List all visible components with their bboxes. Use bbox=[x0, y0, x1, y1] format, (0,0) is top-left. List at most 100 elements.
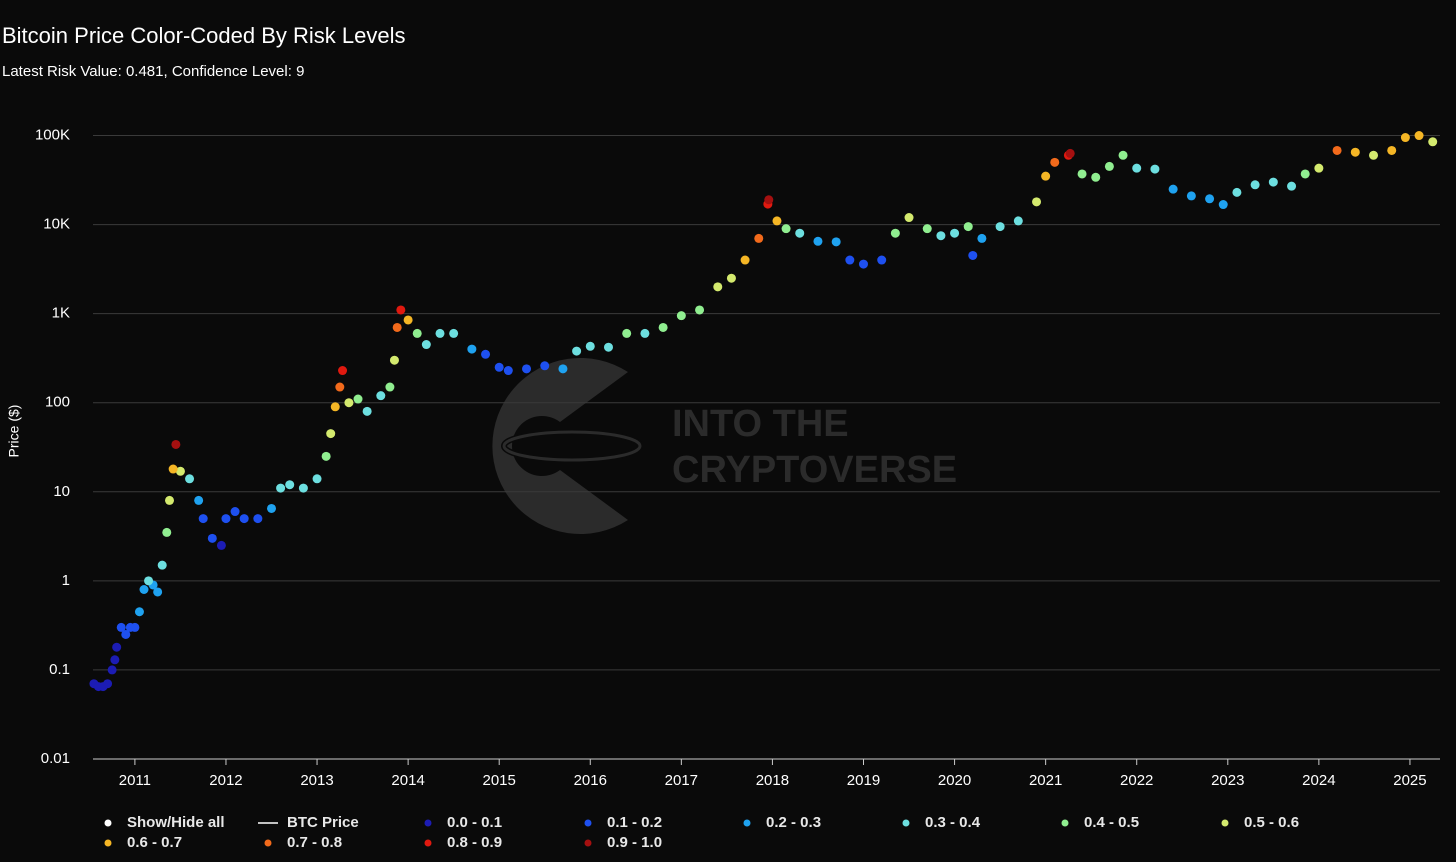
legend-label[interactable]: 0.4 - 0.5 bbox=[1084, 814, 1139, 831]
data-point bbox=[1350, 147, 1360, 157]
data-point bbox=[253, 514, 263, 524]
y-tick-label: 0.1 bbox=[49, 661, 70, 678]
x-tick-label: 2014 bbox=[391, 772, 424, 789]
legend-label[interactable]: 0.9 - 1.0 bbox=[607, 834, 662, 851]
data-point bbox=[781, 224, 791, 234]
legend-label[interactable]: 0.2 - 0.3 bbox=[766, 814, 821, 831]
data-point bbox=[772, 216, 782, 226]
data-point bbox=[230, 507, 240, 517]
data-point bbox=[713, 282, 723, 292]
data-point bbox=[198, 514, 208, 524]
chart-subtitle: Latest Risk Value: 0.481, Confidence Lev… bbox=[2, 63, 304, 80]
y-tick-label: 1 bbox=[62, 572, 70, 589]
data-point bbox=[1077, 169, 1087, 179]
x-tick-label: 2023 bbox=[1211, 772, 1244, 789]
x-tick-label: 2024 bbox=[1302, 772, 1335, 789]
data-point bbox=[1032, 197, 1042, 207]
data-point bbox=[171, 439, 181, 449]
data-point bbox=[1104, 161, 1114, 171]
data-point bbox=[312, 474, 322, 484]
data-point bbox=[1250, 180, 1260, 190]
legend-marker bbox=[584, 819, 592, 827]
legend-marker bbox=[104, 839, 112, 847]
data-point bbox=[298, 483, 308, 493]
data-point bbox=[1400, 133, 1410, 143]
data-point bbox=[1150, 164, 1160, 174]
data-point bbox=[968, 250, 978, 260]
data-point bbox=[764, 195, 774, 205]
data-point bbox=[1186, 191, 1196, 201]
data-point bbox=[216, 540, 226, 550]
data-point bbox=[494, 362, 504, 372]
data-point bbox=[622, 328, 632, 338]
data-point bbox=[153, 587, 163, 597]
legend-label[interactable]: 0.7 - 0.8 bbox=[287, 834, 342, 851]
legend-label[interactable]: 0.8 - 0.9 bbox=[447, 834, 502, 851]
data-point bbox=[995, 222, 1005, 232]
data-point bbox=[112, 642, 122, 652]
data-point bbox=[1013, 216, 1023, 226]
data-point bbox=[1287, 181, 1297, 191]
y-tick-label: 10 bbox=[53, 483, 70, 500]
data-point bbox=[175, 466, 185, 476]
data-point bbox=[904, 213, 914, 223]
x-tick-label: 2013 bbox=[300, 772, 333, 789]
legend-toggle[interactable]: Show/Hide all bbox=[127, 814, 225, 831]
x-tick-label: 2018 bbox=[756, 772, 789, 789]
data-point bbox=[572, 346, 582, 356]
data-point bbox=[795, 228, 805, 238]
data-point bbox=[522, 364, 532, 374]
data-point bbox=[540, 361, 550, 371]
data-point bbox=[754, 233, 764, 243]
y-tick-label: 10K bbox=[43, 216, 70, 233]
data-point bbox=[1314, 163, 1324, 173]
data-point bbox=[1118, 150, 1128, 160]
legend-label[interactable]: 0.3 - 0.4 bbox=[925, 814, 981, 831]
legend-label[interactable]: 0.0 - 0.1 bbox=[447, 814, 502, 831]
legend-marker bbox=[424, 819, 432, 827]
data-point bbox=[330, 402, 340, 412]
x-tick-label: 2012 bbox=[209, 772, 242, 789]
data-point bbox=[107, 665, 117, 675]
watermark: INTO THE CRYPTOVERSE bbox=[492, 358, 957, 535]
data-point bbox=[977, 233, 987, 243]
watermark-text: INTO THE bbox=[672, 403, 849, 445]
x-tick-label: 2017 bbox=[665, 772, 698, 789]
data-point bbox=[267, 503, 277, 513]
x-tick-label: 2015 bbox=[483, 772, 516, 789]
y-tick-label: 0.01 bbox=[41, 750, 70, 767]
data-point bbox=[221, 514, 231, 524]
data-point bbox=[185, 474, 195, 484]
data-point bbox=[338, 366, 348, 376]
data-point bbox=[130, 622, 140, 632]
data-point bbox=[403, 315, 413, 325]
data-point bbox=[207, 533, 217, 543]
data-point bbox=[950, 228, 960, 238]
data-point bbox=[603, 342, 613, 352]
legend-label[interactable]: BTC Price bbox=[287, 814, 359, 831]
y-tick-label: 1K bbox=[52, 305, 70, 322]
data-point bbox=[1218, 200, 1228, 210]
data-point bbox=[194, 495, 204, 505]
data-point bbox=[640, 328, 650, 338]
legend-marker bbox=[1061, 819, 1069, 827]
data-point bbox=[558, 364, 568, 374]
data-point bbox=[321, 451, 331, 461]
legend-label[interactable]: 0.6 - 0.7 bbox=[127, 834, 182, 851]
y-tick-label: 100 bbox=[45, 394, 70, 411]
legend-label[interactable]: 0.1 - 0.2 bbox=[607, 814, 662, 831]
x-tick-label: 2020 bbox=[938, 772, 971, 789]
data-point bbox=[276, 483, 286, 493]
chart-title: Bitcoin Price Color-Coded By Risk Levels bbox=[2, 23, 406, 48]
x-tick-label: 2022 bbox=[1120, 772, 1153, 789]
data-point bbox=[726, 273, 736, 283]
data-point bbox=[1369, 150, 1379, 160]
data-point bbox=[890, 228, 900, 238]
data-point bbox=[877, 255, 887, 265]
legend-label[interactable]: 0.5 - 0.6 bbox=[1244, 814, 1299, 831]
data-point bbox=[1428, 137, 1438, 147]
legend-marker bbox=[104, 819, 112, 827]
data-point bbox=[392, 322, 402, 332]
data-point bbox=[1387, 145, 1397, 155]
